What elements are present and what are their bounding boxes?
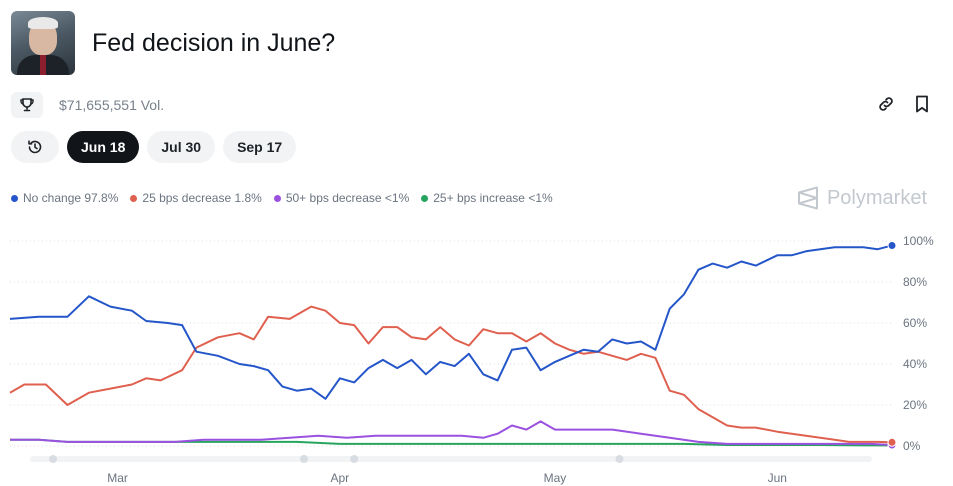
slider-handle[interactable] — [350, 455, 359, 463]
y-tick-label: 0% — [903, 439, 921, 453]
slider-handle[interactable] — [300, 455, 308, 463]
legend-label: No change 97.8% — [23, 191, 119, 205]
legend-swatch — [130, 194, 138, 202]
y-tick-label: 60% — [903, 316, 927, 330]
x-tick-label: Jun — [768, 471, 787, 485]
slider-track[interactable] — [30, 456, 872, 462]
volume-label: $71,655,551 Vol. — [59, 97, 165, 113]
tab-jun-18[interactable]: Jun 18 — [67, 131, 140, 163]
legend-swatch — [421, 194, 429, 202]
y-tick-label: 20% — [903, 398, 927, 412]
time-range-slider — [30, 455, 872, 463]
legend-swatch — [273, 194, 281, 202]
chart-series — [9, 241, 897, 450]
date-tabs: Jun 18 Jul 30 Sep 17 — [11, 131, 297, 163]
series-line-25-bps-decrease — [9, 305, 893, 444]
polymarket-brand: Polymarket — [797, 186, 927, 210]
chart-legend: No change 97.8% 25 bps decrease 1.8% 50+… — [11, 191, 553, 205]
page-title: Fed decision in June? — [92, 28, 336, 57]
series-end-point — [887, 241, 897, 251]
x-tick-label: May — [544, 471, 567, 485]
legend-label: 25+ bps increase <1% — [433, 191, 553, 205]
market-avatar — [11, 11, 75, 75]
legend-label: 50+ bps decrease <1% — [285, 191, 410, 205]
legend-swatch — [11, 194, 18, 202]
legend-item-25bps-decrease: 25 bps decrease 1.8% — [130, 191, 262, 205]
y-tick-label: 80% — [903, 275, 927, 289]
x-tick-label: Apr — [331, 471, 350, 485]
series-line-no-change — [9, 244, 893, 400]
market-stats: $71,655,551 Vol. — [11, 92, 164, 118]
slider-handle[interactable] — [615, 455, 624, 463]
trophy-icon[interactable] — [11, 92, 43, 118]
history-icon — [28, 140, 42, 154]
polymarket-logo-icon — [797, 186, 818, 210]
series-end-point — [887, 437, 897, 447]
probability-chart: 100% 80% 60% 40% 20% 0% Mar Apr May Jun — [9, 234, 934, 485]
y-axis-ticks: 100% 80% 60% 40% 20% 0% — [903, 234, 934, 453]
legend-item-25bps-increase: 25+ bps increase <1% — [421, 191, 553, 205]
market-actions — [877, 95, 931, 113]
market-header: Fed decision in June? — [11, 11, 335, 75]
legend-item-no-change: No change 97.8% — [11, 191, 118, 205]
link-icon[interactable] — [877, 95, 895, 113]
legend-item-50bps-decrease: 50+ bps decrease <1% — [273, 191, 410, 205]
y-tick-label: 100% — [903, 234, 934, 248]
brand-name: Polymarket — [826, 186, 927, 209]
x-axis-ticks: Mar Apr May Jun — [107, 471, 787, 485]
y-tick-label: 40% — [903, 357, 927, 371]
tab-jul-30[interactable]: Jul 30 — [147, 131, 216, 163]
series-line-50-bps-decrease — [10, 420, 893, 446]
history-tab[interactable] — [11, 131, 59, 163]
slider-handle[interactable] — [49, 455, 58, 463]
legend-label: 25 bps decrease 1.8% — [142, 191, 262, 205]
x-tick-label: Mar — [107, 471, 128, 485]
tab-sep-17[interactable]: Sep 17 — [223, 131, 297, 163]
chart-grid — [10, 240, 892, 447]
bookmark-icon[interactable] — [913, 95, 931, 113]
